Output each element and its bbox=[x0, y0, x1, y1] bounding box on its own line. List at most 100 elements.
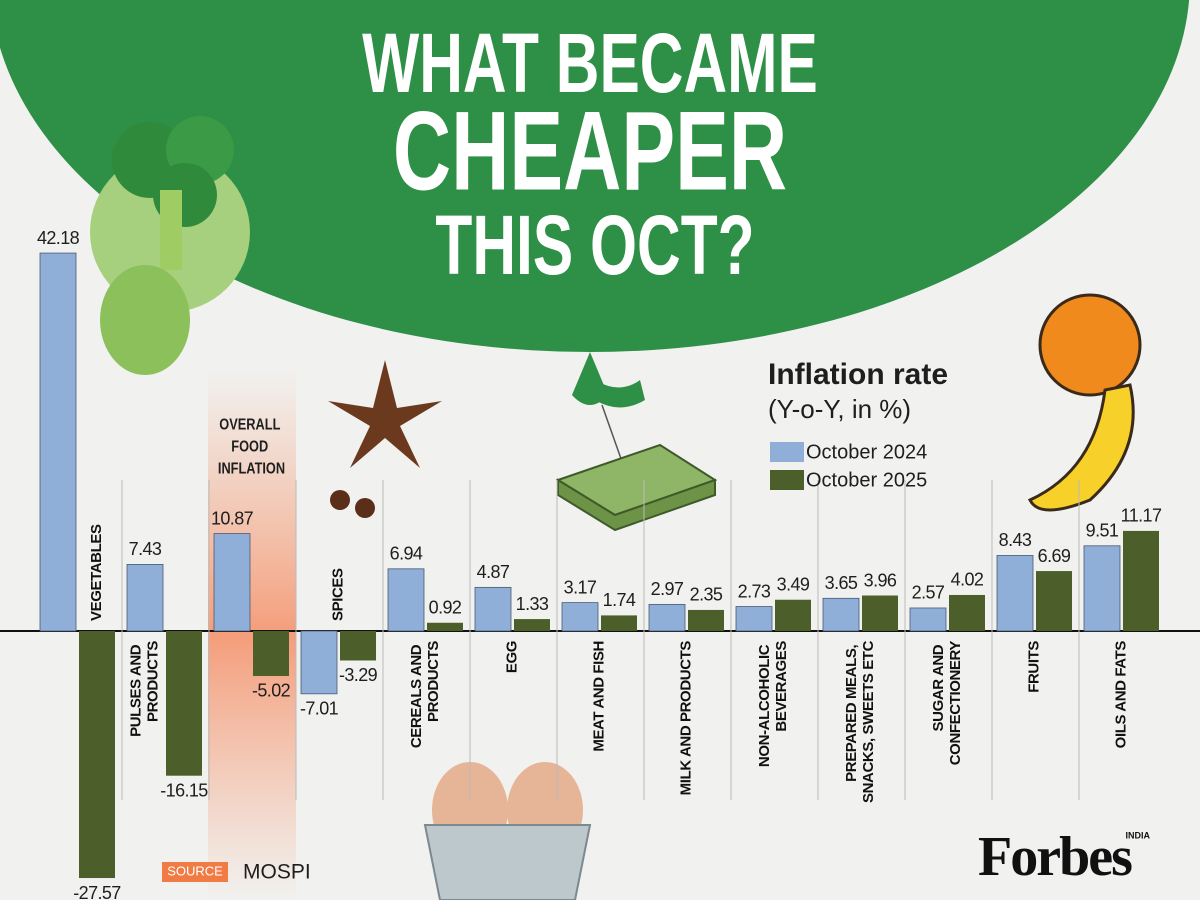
bar bbox=[39, 252, 77, 632]
bar bbox=[648, 603, 686, 632]
title-line: CHEAPER bbox=[393, 89, 787, 214]
category-label: NON-ALCOHOLIC BEVERAGES bbox=[756, 641, 790, 767]
value-label: 6.69 bbox=[1038, 546, 1071, 566]
value-label: 3.17 bbox=[564, 577, 597, 597]
category-label: OILS AND FATS bbox=[1112, 641, 1129, 749]
bar bbox=[561, 602, 599, 632]
value-label: 0.92 bbox=[429, 598, 462, 618]
bar bbox=[688, 609, 724, 631]
bar bbox=[213, 533, 251, 632]
value-label: -3.29 bbox=[339, 665, 378, 685]
category-label: PULSES AND PRODUCTS bbox=[127, 641, 161, 737]
brand: Forbes bbox=[978, 826, 1132, 888]
value-label: 3.65 bbox=[825, 573, 858, 593]
category-label: MILK AND PRODUCTS bbox=[677, 641, 694, 796]
category-label: VEGETABLES bbox=[88, 524, 105, 621]
category-group: FRUITS bbox=[1025, 641, 1042, 693]
bar bbox=[126, 564, 164, 632]
value-label: 9.51 bbox=[1086, 521, 1119, 541]
bar bbox=[79, 631, 115, 879]
title-line: WHAT BECAME bbox=[362, 16, 818, 110]
value-label: 42.18 bbox=[37, 228, 80, 248]
value-label: 2.97 bbox=[651, 579, 684, 599]
category-group: CEREALS AND PRODUCTS bbox=[408, 641, 442, 749]
value-label: 10.87 bbox=[211, 508, 254, 528]
category-group: SPICES bbox=[329, 568, 346, 621]
value-label: 11.17 bbox=[1121, 506, 1162, 526]
source-badge bbox=[162, 862, 228, 882]
legend-swatch bbox=[770, 470, 804, 490]
category-group: PREPARED MEALS, SNACKS, SWEETS ETC bbox=[843, 640, 877, 803]
bar bbox=[427, 622, 463, 631]
value-label: 2.73 bbox=[738, 581, 771, 601]
bar bbox=[1083, 545, 1121, 632]
value-label: 3.96 bbox=[864, 570, 897, 590]
fruit-decoration bbox=[1027, 293, 1142, 512]
legend-label: October 2024 bbox=[806, 441, 927, 463]
bar bbox=[166, 631, 202, 776]
title: WHAT BECAME CHEAPER THIS OCT? bbox=[362, 16, 818, 292]
category-group: OILS AND FATS bbox=[1112, 641, 1129, 749]
bar bbox=[1036, 571, 1072, 631]
bar bbox=[601, 615, 637, 631]
broccoli-decoration bbox=[100, 116, 234, 375]
value-label: 7.43 bbox=[129, 539, 162, 559]
value-label: -27.57 bbox=[73, 883, 121, 900]
category-label: SPICES bbox=[329, 568, 346, 621]
star-anise-decoration bbox=[328, 360, 442, 518]
bar bbox=[300, 630, 338, 695]
value-label: 6.94 bbox=[390, 544, 423, 564]
category-label: CEREALS AND PRODUCTS bbox=[408, 641, 442, 749]
title-line: THIS OCT? bbox=[435, 198, 754, 292]
category-label: FRUITS bbox=[1025, 641, 1042, 693]
brand-edition: INDIA bbox=[1126, 830, 1151, 840]
bar bbox=[1123, 530, 1159, 631]
category-label: EGG bbox=[503, 641, 520, 673]
bar bbox=[909, 607, 947, 632]
bar bbox=[474, 586, 512, 632]
value-label: 1.74 bbox=[603, 590, 636, 610]
category-label: MEAT AND FISH bbox=[590, 641, 607, 752]
value-label: 4.02 bbox=[951, 570, 984, 590]
legend-label: October 2025 bbox=[806, 469, 927, 491]
title-balloon bbox=[0, 0, 1189, 352]
eggs-decoration bbox=[423, 762, 592, 900]
value-label: -7.01 bbox=[300, 699, 339, 719]
money-decoration bbox=[555, 380, 718, 532]
legend-subtitle: (Y-o-Y, in %) bbox=[768, 394, 911, 424]
bar bbox=[775, 599, 811, 631]
category-label: PREPARED MEALS, SNACKS, SWEETS ETC bbox=[843, 640, 877, 803]
value-label: 2.35 bbox=[690, 585, 723, 605]
category-group: PULSES AND PRODUCTS bbox=[127, 641, 161, 737]
legend-swatch bbox=[770, 442, 804, 462]
source-label: SOURCE bbox=[167, 863, 223, 878]
bar bbox=[822, 597, 860, 632]
bar bbox=[253, 631, 289, 676]
category-label: SUGAR AND CONFECTIONERY bbox=[930, 641, 964, 766]
value-label: 8.43 bbox=[999, 530, 1032, 550]
value-label: 4.87 bbox=[477, 562, 510, 582]
value-label: 3.49 bbox=[777, 574, 810, 594]
bar bbox=[387, 568, 425, 632]
category-label: OVERALL FOOD INFLATION bbox=[218, 416, 285, 478]
bar bbox=[996, 555, 1034, 632]
category-group: MEAT AND FISH bbox=[590, 641, 607, 752]
source: MOSPI bbox=[243, 861, 311, 884]
legend-title: Inflation rate bbox=[768, 358, 948, 391]
category-group: OVERALL FOOD INFLATION bbox=[218, 416, 285, 478]
bar bbox=[514, 619, 550, 631]
category-group: EGG bbox=[503, 641, 520, 673]
category-group: SUGAR AND CONFECTIONERY bbox=[930, 641, 964, 766]
bar bbox=[735, 606, 773, 632]
bar bbox=[862, 595, 898, 631]
category-group: NON-ALCOHOLIC BEVERAGES bbox=[756, 641, 790, 767]
value-label: 2.57 bbox=[912, 583, 945, 603]
category-group: VEGETABLES bbox=[88, 524, 105, 621]
bar bbox=[949, 594, 985, 631]
value-label: 1.33 bbox=[516, 594, 549, 614]
bar bbox=[340, 631, 376, 661]
value-label: -16.15 bbox=[160, 780, 208, 800]
category-group: MILK AND PRODUCTS bbox=[677, 641, 694, 796]
